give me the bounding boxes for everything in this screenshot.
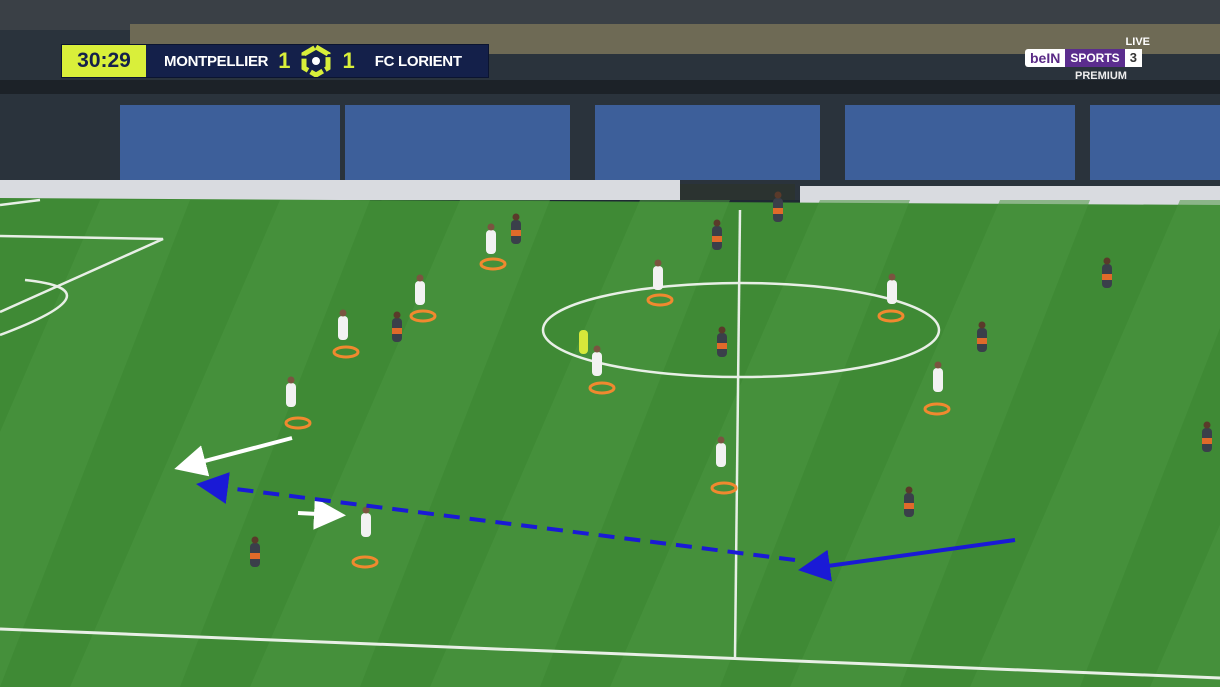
player-montpellier-away-kit (653, 259, 663, 290)
ball-carry-arrow (798, 538, 1016, 582)
tactical-arrows (174, 436, 1016, 582)
player-lorient (511, 213, 521, 244)
stadium-stands (0, 0, 1220, 206)
ligue-1-logo-icon (300, 44, 332, 78)
run-arrow-short (297, 497, 346, 530)
highlight-ring (351, 555, 379, 569)
players (250, 191, 1212, 567)
brand-sports: SPORTS (1065, 49, 1125, 67)
highlight-ring (646, 293, 674, 307)
player-montpellier-away-kit (933, 361, 943, 392)
highlight-ring (284, 416, 312, 430)
highlight-ring (332, 345, 360, 359)
player-montpellier-away-kit (415, 274, 425, 305)
player-lorient (392, 311, 402, 342)
player-lorient (717, 326, 727, 357)
home-score: 1 (278, 48, 291, 73)
player-montpellier-away-kit (361, 506, 371, 537)
highlight-ring (479, 257, 507, 271)
run-arrow (174, 436, 293, 477)
brand-bein: beIN (1025, 49, 1066, 67)
highlight-ring (409, 309, 437, 323)
player-lorient (712, 219, 722, 250)
referee (579, 330, 588, 354)
highlight-rings (284, 257, 951, 569)
player-lorient (250, 536, 260, 567)
highlight-ring (923, 402, 951, 416)
player-lorient (1202, 421, 1212, 452)
away-score: 1 (342, 48, 355, 73)
player-montpellier-away-kit (486, 223, 496, 254)
tier-label: PREMIUM (1075, 70, 1127, 82)
player-montpellier-away-kit (286, 376, 296, 407)
highlight-ring (710, 481, 738, 495)
home-team: MONTPELLIER (164, 52, 269, 70)
player-lorient (1102, 257, 1112, 288)
highlight-ring (588, 381, 616, 395)
live-badge: LIVE (1125, 36, 1150, 48)
player-montpellier-away-kit (887, 273, 897, 304)
broadcaster-logo: LIVE beIN SPORTS 3 PREMIUM (1025, 36, 1160, 86)
highlight-ring (877, 309, 905, 323)
player-lorient (904, 486, 914, 517)
player-lorient (977, 321, 987, 352)
player-lorient (773, 191, 783, 222)
player-montpellier-away-kit (592, 345, 602, 376)
pass-lane-arrow (196, 472, 796, 562)
match-clock: 30:29 (62, 45, 146, 77)
away-team: FC LORIENT (374, 52, 462, 70)
player-montpellier-away-kit (716, 436, 726, 467)
scoreboard: 30:29 MONTPELLIER 1 1 FC LORIENT (61, 44, 489, 78)
pitch (0, 198, 1220, 687)
channel-number: 3 (1124, 49, 1142, 67)
player-montpellier-away-kit (338, 309, 348, 340)
